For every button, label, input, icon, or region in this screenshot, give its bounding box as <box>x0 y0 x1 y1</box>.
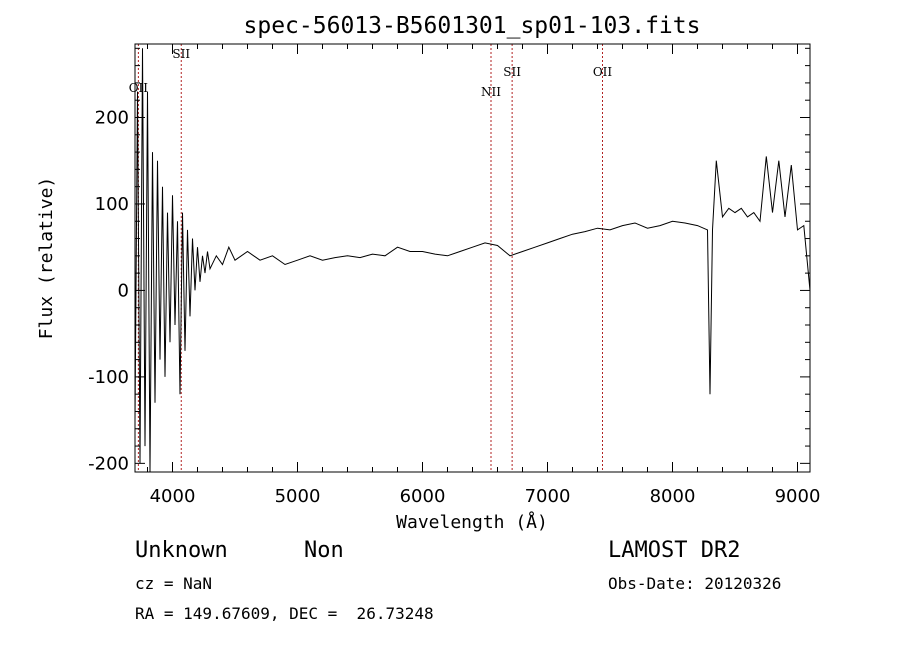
emission-line-label: SII <box>172 47 190 61</box>
y-axis: -200 -100 0 100 200 <box>88 47 810 474</box>
x-tick-label: 6000 <box>400 486 446 507</box>
x-axis-label: Wavelength (Å) <box>396 511 548 533</box>
x-tick-label: 4000 <box>150 486 196 507</box>
emission-line-label: OII <box>129 81 149 95</box>
y-tick-label: -100 <box>88 367 129 388</box>
observation-date: Obs-Date: 20120326 <box>608 574 782 593</box>
emission-line-label: OII <box>593 65 613 79</box>
emission-line-label: NII <box>481 85 501 99</box>
y-tick-label: 200 <box>95 107 129 128</box>
x-tick-label: 9000 <box>775 486 821 507</box>
x-axis: 4000 5000 6000 7000 8000 9000 <box>147 44 821 507</box>
redshift-cz: cz = NaN <box>135 574 213 593</box>
y-tick-label: 0 <box>118 280 129 301</box>
spectrum-line <box>134 48 811 473</box>
emission-line-label: SII <box>503 65 521 79</box>
y-axis-label: Flux (relative) <box>36 177 57 340</box>
object-class: Unknown <box>135 538 228 563</box>
spectrum-chart: spec-56013-B5601301_sp01-103.fits OII SII… <box>36 13 821 533</box>
x-tick-label: 7000 <box>525 486 571 507</box>
survey-name: LAMOST DR2 <box>608 538 741 563</box>
y-tick-label: 100 <box>95 194 129 215</box>
x-tick-label: 5000 <box>275 486 321 507</box>
plot-frame <box>134 43 811 473</box>
object-subclass: Non <box>304 538 344 563</box>
x-tick-label: 8000 <box>650 486 696 507</box>
ra-dec: RA = 149.67609, DEC = 26.73248 <box>135 604 434 623</box>
y-tick-label: -200 <box>88 453 129 474</box>
chart-title: spec-56013-B5601301_sp01-103.fits <box>244 13 701 39</box>
